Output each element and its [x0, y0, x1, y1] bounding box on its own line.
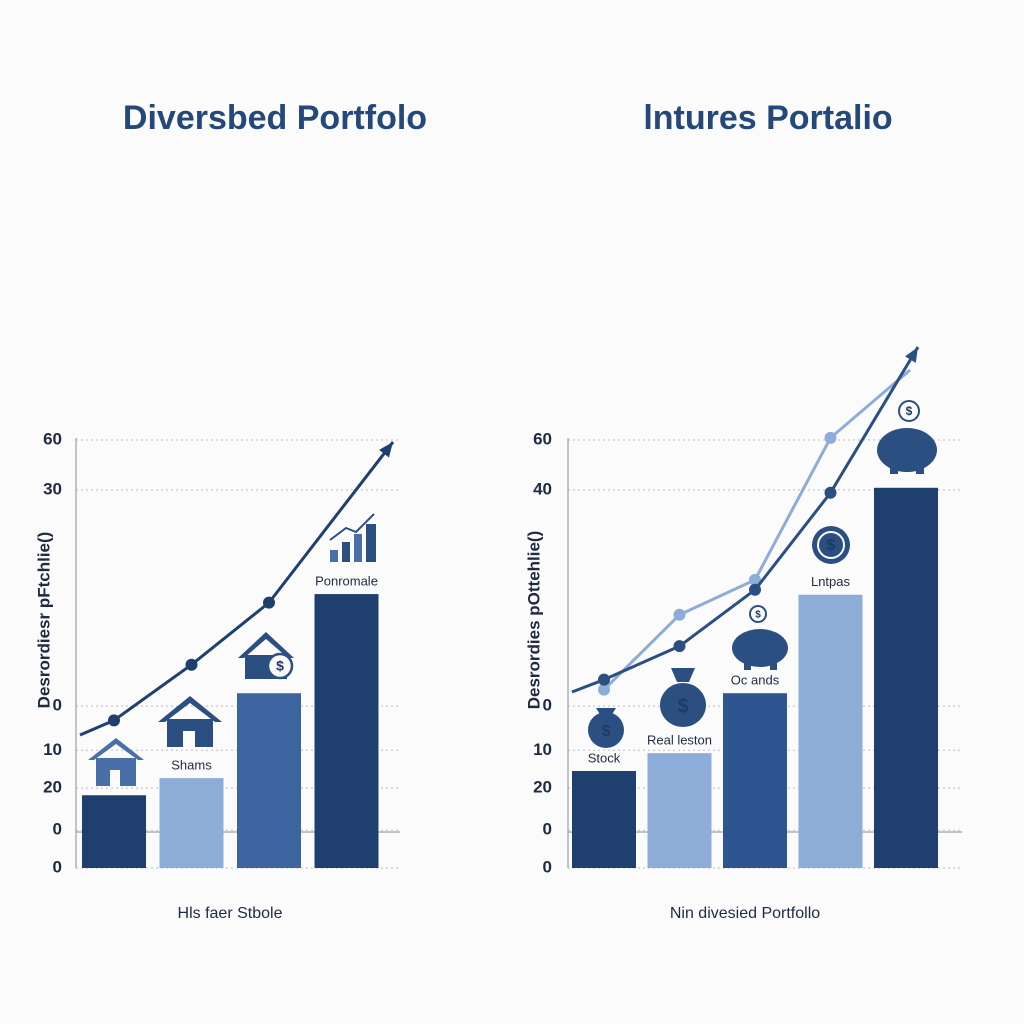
line-extension: [267, 441, 395, 604]
y-tick-label: 0: [543, 820, 552, 839]
y-axis-title: Desrordiesr pFtchlie(): [34, 532, 53, 709]
line-marker: [673, 608, 686, 621]
growth-icon: [329, 513, 376, 562]
y-tick-label: 0: [543, 696, 552, 715]
line-extension: [79, 718, 115, 737]
y-tick-label: 20: [533, 778, 552, 797]
line-marker: [824, 486, 837, 499]
y-tick-label: 0: [53, 857, 62, 876]
bar: [159, 778, 224, 868]
y-tick-label: 0: [53, 820, 62, 839]
house-icon: [158, 696, 222, 747]
bar-label: Real leston: [647, 733, 712, 748]
bar: [572, 770, 636, 868]
line-marker: [749, 583, 761, 596]
y-tick-label: 60: [43, 429, 62, 448]
piggy-bank-icon: $: [732, 605, 788, 670]
bar: [798, 594, 863, 868]
x-axis-title: Nin divesied Portfollo: [670, 905, 820, 922]
y-tick-label: 20: [43, 778, 62, 797]
line-marker: [185, 658, 198, 671]
bar-label: Shams: [171, 758, 212, 773]
house-coin-icon: $: [238, 632, 294, 680]
x-axis-title: Hls faer Stbole: [178, 905, 283, 922]
bar: [314, 594, 379, 868]
coin-icon: $: [812, 526, 850, 564]
bar: [237, 693, 301, 868]
y-tick-label: 0: [53, 696, 62, 715]
money-bag-icon: $: [660, 668, 706, 727]
bar: [647, 753, 712, 868]
svg-text:$: $: [755, 610, 761, 621]
line-marker: [749, 573, 761, 586]
bar: [723, 693, 787, 868]
line-marker: [263, 596, 275, 609]
y-tick-label: 10: [43, 740, 62, 759]
y-tick-label: 10: [533, 740, 552, 759]
bar-label: Oc ands: [731, 673, 780, 688]
arrow-head: [379, 442, 393, 458]
line-marker: [108, 714, 120, 727]
bar: [82, 795, 146, 868]
svg-text:$: $: [276, 658, 284, 674]
bar: [874, 487, 938, 868]
line-marker: [598, 673, 610, 686]
trend-line: [603, 491, 832, 682]
chart-title: Diversbed Portfolo: [123, 99, 427, 137]
svg-text:$: $: [602, 723, 611, 740]
money-bag-icon: $: [588, 708, 624, 748]
svg-text:$: $: [827, 537, 836, 554]
y-tick-label: 0: [543, 857, 552, 876]
bar-label: Stock: [588, 750, 621, 765]
line-marker: [673, 640, 686, 653]
trend-line: [602, 437, 832, 691]
bar-label: Lntpas: [811, 574, 851, 589]
line-extension: [829, 346, 920, 494]
y-tick-label: 30: [43, 479, 62, 498]
svg-text:$: $: [677, 695, 688, 717]
arrow-head: [905, 347, 918, 363]
house-icon: [88, 738, 144, 786]
chart-title: lntures Portalio: [643, 99, 892, 137]
y-tick-label: 60: [533, 429, 552, 448]
y-tick-label: 40: [533, 479, 552, 498]
line-marker: [598, 683, 610, 696]
line-marker: [824, 431, 837, 444]
svg-text:$: $: [906, 404, 913, 418]
piggy-bank-icon: $: [877, 400, 937, 474]
y-axis-title: Desrordies pOttehlie(): [524, 531, 543, 710]
bar-label: Ponromale: [315, 574, 378, 589]
